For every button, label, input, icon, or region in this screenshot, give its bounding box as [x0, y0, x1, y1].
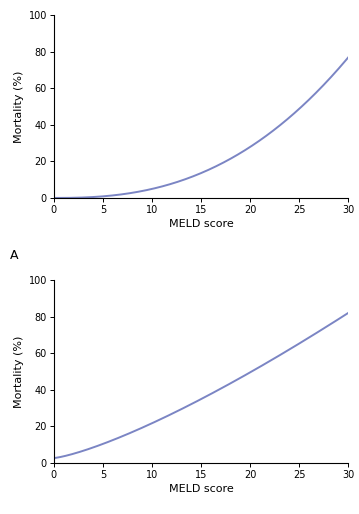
X-axis label: MELD score: MELD score: [169, 219, 233, 229]
Y-axis label: Mortality (%): Mortality (%): [14, 70, 24, 143]
Text: A: A: [10, 249, 18, 262]
X-axis label: MELD score: MELD score: [169, 484, 233, 494]
Y-axis label: Mortality (%): Mortality (%): [14, 335, 24, 408]
